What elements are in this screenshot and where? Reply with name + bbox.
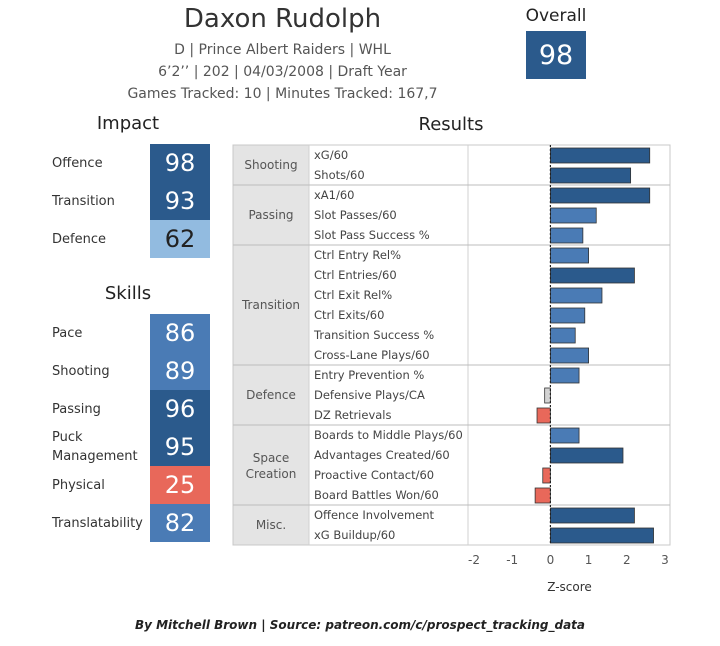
results-chart: Results Shooting xG/60 Shots/60 Passing xA1/6… [232, 114, 671, 594]
results-title: Results [419, 114, 484, 135]
skill-label-puck-management: Puck Management [52, 430, 138, 464]
bar [550, 187, 651, 204]
credit-line: By Mitchell Brown | Source: patreon.com/… [134, 618, 586, 632]
bar [550, 147, 651, 164]
skill-label-pace: Pace [52, 326, 83, 341]
bar [536, 407, 551, 424]
metric-label: xA1/60 [314, 188, 355, 202]
metric-label: Transition Success % [313, 328, 434, 342]
skill-score-shooting: 89 [150, 352, 210, 390]
skill-label-translatability: Translatability [52, 516, 143, 531]
impact-label-offence: Offence [52, 156, 103, 171]
metric-label: Ctrl Entries/60 [314, 268, 397, 282]
impact-title: Impact [96, 113, 160, 134]
category-label: Space [253, 451, 290, 465]
height-weight-birthdate: 6’2’’ | 202 | 04/03/2008 | Draft Year [158, 64, 407, 80]
position-team-league: D | Prince Albert Raiders | WHL [174, 42, 391, 58]
bar [550, 367, 580, 384]
metric-label: DZ Retrievals [314, 408, 392, 422]
category-label: Misc. [256, 518, 286, 532]
metric-label: Slot Pass Success % [314, 228, 430, 242]
metric-label: xG Buildup/60 [314, 528, 395, 542]
category-label: Passing [248, 208, 293, 222]
skill-score-pace: 86 [150, 314, 210, 352]
x-tick-label: 1 [585, 553, 593, 567]
metric-label: Proactive Contact/60 [314, 468, 434, 482]
impact-label-transition: Transition [52, 194, 115, 209]
impact-label-defence: Defence [52, 232, 106, 247]
skill-score-physical: 25 [150, 466, 210, 504]
bar [550, 247, 590, 264]
metric-label: xG/60 [314, 148, 348, 162]
category-label: Shooting [244, 158, 297, 172]
category-label: Transition [241, 298, 300, 312]
metric-label: Entry Prevention % [314, 368, 424, 382]
tracking-summary: Games Tracked: 10 | Minutes Tracked: 167… [127, 86, 438, 102]
overall-score: 98 [526, 31, 586, 79]
bar [550, 167, 632, 184]
x-tick-label: -1 [506, 553, 518, 567]
category-label: Creation [246, 467, 297, 481]
metric-label: Cross-Lane Plays/60 [314, 348, 430, 362]
metric-label: Defensive Plays/CA [314, 388, 425, 402]
skill-label-physical: Physical [52, 478, 105, 493]
category-label: Defence [246, 388, 296, 402]
bar [550, 207, 597, 224]
metric-label: Ctrl Exits/60 [314, 308, 384, 322]
bar [534, 487, 551, 504]
skills-title: Skills [104, 283, 152, 304]
bar [550, 327, 576, 344]
bar [550, 527, 654, 544]
bar [550, 447, 624, 464]
skill-score-puck-management: 95 [150, 428, 210, 466]
metric-label: Ctrl Exit Rel% [314, 288, 392, 302]
chart-frame [232, 144, 671, 546]
x-tick-label: 0 [547, 553, 555, 567]
overall-label: Overall [525, 6, 587, 26]
impact-score-transition: 93 [150, 182, 210, 220]
metric-label: Advantages Created/60 [314, 448, 450, 462]
bar [544, 387, 551, 404]
metric-label: Slot Passes/60 [314, 208, 397, 222]
x-axis-label: Z-score [547, 580, 592, 594]
skill-score-translatability: 82 [150, 504, 210, 542]
bar [550, 287, 603, 304]
bar [542, 467, 551, 484]
impact-score-defence: 62 [150, 220, 210, 258]
bar [550, 227, 584, 244]
bar [550, 307, 586, 324]
category-column [233, 145, 309, 545]
metric-label: Board Battles Won/60 [314, 488, 439, 502]
x-tick-label: 2 [623, 553, 631, 567]
metric-label: Ctrl Entry Rel% [314, 248, 401, 262]
x-tick-label: 3 [661, 553, 669, 567]
skill-label-passing: Passing [52, 402, 101, 417]
bar [550, 507, 635, 524]
skill-score-passing: 96 [150, 390, 210, 428]
metric-label: Offence Involvement [314, 508, 435, 522]
bar [550, 267, 635, 284]
x-tick-label: -2 [468, 553, 480, 567]
skill-label-shooting: Shooting [52, 364, 110, 379]
metric-label: Boards to Middle Plays/60 [314, 428, 463, 442]
impact-score-offence: 98 [150, 144, 210, 182]
metric-label: Shots/60 [314, 168, 365, 182]
bar [550, 427, 580, 444]
bar [550, 347, 590, 364]
player-name: Daxon Rudolph [183, 4, 382, 34]
